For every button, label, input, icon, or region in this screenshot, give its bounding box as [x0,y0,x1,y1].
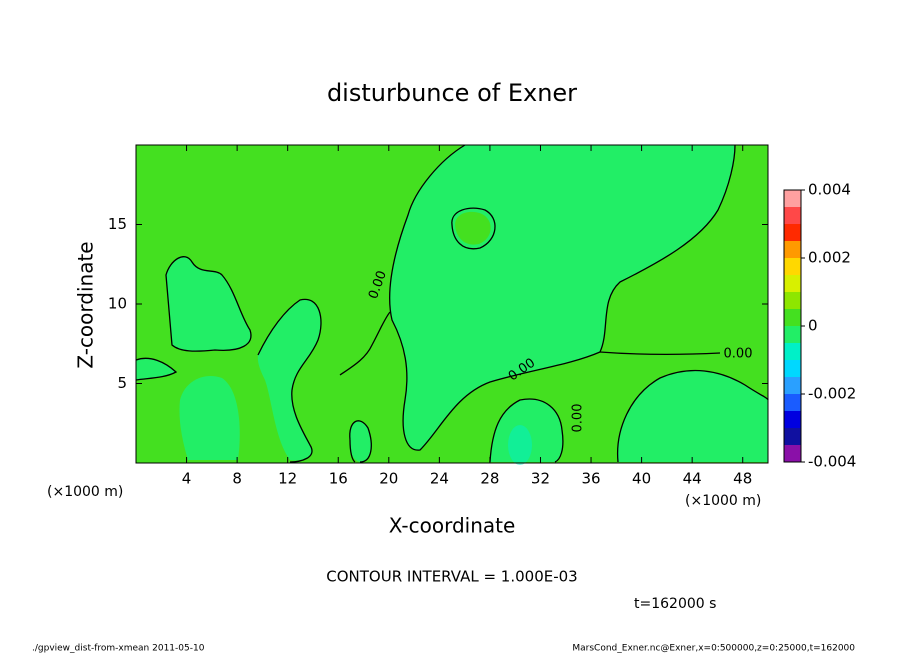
contour-region [136,358,176,380]
colorbar-band [784,241,801,258]
chart-title: disturbunce of Exner [327,79,577,107]
contour-line [451,207,496,250]
colorbar-band [784,428,801,445]
contour-label: 0.00 [571,404,586,433]
colorbar-band [784,207,801,224]
contour-line [599,351,721,356]
contour-line [339,311,391,376]
contour-line [257,298,322,463]
contour-region [349,420,372,462]
x-tick-label: 12 [278,470,297,488]
colorbar-band [784,326,801,343]
colorbar-band [784,377,801,394]
contour-line [349,420,372,463]
x-tick-label: 44 [683,470,702,488]
y-tick-label: 5 [117,374,127,392]
contour-line [616,369,769,463]
contour-line [165,256,252,352]
contour-region [257,299,321,461]
contour-line [135,357,178,381]
contour-region [508,425,532,465]
colorbar-band [784,411,801,428]
colorbar-band [784,258,801,275]
colorbar-band [784,190,801,207]
contour-region [179,376,240,460]
contour-line [389,144,736,451]
contour-label: 0.00 [724,347,753,362]
contour-region [455,211,491,245]
x-unit: (×1000 m) [47,484,123,500]
x-tick-label: 48 [733,470,752,488]
colorbar-tick-label: 0.002 [808,249,851,267]
contour-line [489,398,564,463]
x-unit: (×1000 m) [685,493,761,509]
y-tick-label: 15 [108,215,127,233]
x-tick-label: 20 [379,470,398,488]
colorbar-tick-label: -0.002 [808,385,856,403]
x-tick-label: 36 [581,470,600,488]
y-axis-label: Z-coordinate [74,241,98,368]
colorbar-band [784,445,801,462]
colorbar-band [784,343,801,360]
colorbar-band [784,224,801,241]
x-tick-label: 28 [480,470,499,488]
contour-region [166,256,251,352]
field [135,144,769,465]
x-axis-label: X-coordinate [389,514,516,538]
x-tick-label: 4 [182,470,192,488]
x-tick-label: 8 [232,470,242,488]
x-tick-label: 24 [430,470,449,488]
colorbar-band [784,394,801,411]
footer-left: ./gpview_dist-from-xmean 2011-05-10 [32,644,205,654]
contour-lines [135,144,769,463]
x-tick-label: 16 [329,470,348,488]
contour-interval: CONTOUR INTERVAL = 1.000E-03 [326,568,577,586]
colorbar-band [784,309,801,326]
x-tick-label: 40 [632,470,651,488]
contour-region [617,370,768,462]
colorbar-band [784,275,801,292]
colorbar-band [784,360,801,377]
colorbar-tick-label: -0.004 [808,453,856,471]
colorbar-tick-label: 0 [808,317,818,335]
x-tick-label: 32 [531,470,550,488]
footer-right: MarsCond_Exner.nc@Exner,x=0:500000,z=0:2… [572,644,855,654]
time-label: t=162000 s [634,596,716,612]
colorbar-band [784,292,801,309]
colorbar-tick-label: 0.004 [808,181,851,199]
y-tick-label: 10 [108,295,127,313]
